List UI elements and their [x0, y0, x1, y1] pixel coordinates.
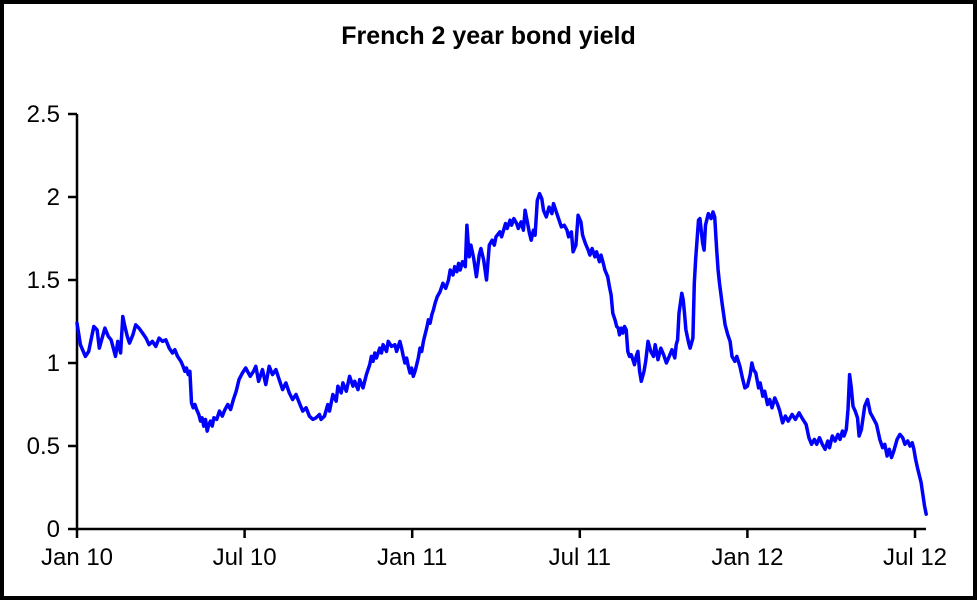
x-tick-label: Jul 11	[549, 544, 611, 571]
chart-title: French 2 year bond yield	[341, 22, 636, 50]
line-chart: 0 0.5 1 1.5 2 2.5 Jan 10 Jul 10 Jan 11 Jul 11 Jan …	[27, 101, 947, 571]
x-tick-label: Jan 12	[711, 544, 783, 571]
x-tick-label: Jul 12	[883, 544, 947, 571]
y-tick-label: 1.5	[27, 267, 60, 294]
y-tick-label: 0.5	[27, 433, 60, 460]
y-tick-label: 1	[47, 350, 60, 377]
y-tick-label: 2.5	[27, 101, 60, 128]
x-tick-label: Jan 10	[41, 544, 113, 571]
x-tick-label: Jan 11	[377, 544, 447, 571]
yield-line	[75, 191, 928, 516]
y-tick-label: 2	[47, 184, 60, 211]
x-tick-label: Jul 10	[213, 544, 277, 571]
y-tick-label: 0	[47, 516, 60, 543]
